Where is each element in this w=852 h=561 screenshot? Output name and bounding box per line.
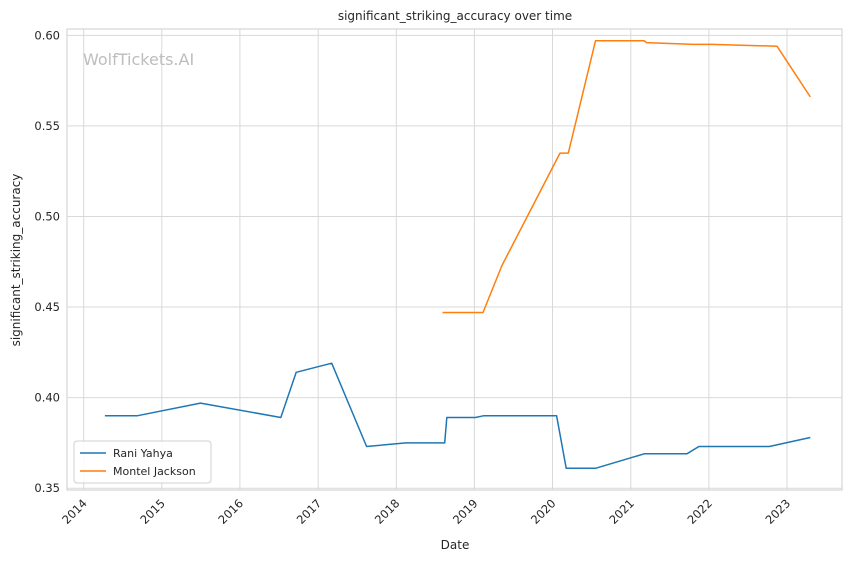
watermark: WolfTickets.AI <box>83 50 194 69</box>
grid-lines <box>67 29 842 490</box>
chart-title: significant_striking_accuracy over time <box>338 9 572 23</box>
legend: Rani Yahya Montel Jackson <box>73 440 212 484</box>
series-layer <box>104 40 811 470</box>
plot-area <box>66 28 843 491</box>
y-tick-label: 0.35 <box>34 481 60 495</box>
legend-label-montel-jackson: Montel Jackson <box>113 465 196 478</box>
x-tick-label: 2022 <box>684 496 715 527</box>
y-tick-label: 0.40 <box>34 391 60 405</box>
x-tick-label: 2016 <box>215 496 246 527</box>
y-tick-label: 0.50 <box>34 209 60 223</box>
x-tick-label: 2017 <box>294 496 325 527</box>
y-axis-ticks: 0.35 0.40 0.45 0.50 0.55 0.60 <box>34 28 60 495</box>
x-tick-label: 2023 <box>763 496 794 527</box>
legend-label-rani-yahya: Rani Yahya <box>113 447 173 460</box>
x-axis-title: Date <box>441 538 470 552</box>
series-line-rani-yahya <box>104 362 811 470</box>
legend-box <box>73 440 212 484</box>
y-tick-label: 0.60 <box>34 28 60 42</box>
y-tick-label: 0.45 <box>34 300 60 314</box>
y-tick-label: 0.55 <box>34 119 60 133</box>
x-tick-label: 2014 <box>59 496 90 527</box>
x-tick-label: 2021 <box>606 496 637 527</box>
x-tick-label: 2020 <box>528 496 559 527</box>
x-tick-label: 2015 <box>137 496 168 527</box>
x-tick-label: 2018 <box>372 496 403 527</box>
x-axis-ticks: 2014 2015 2016 2017 2018 2019 2020 2021 2022 2023 <box>59 496 793 527</box>
y-axis-title: significant_striking_accuracy <box>9 174 23 347</box>
x-tick-label: 2019 <box>450 496 481 527</box>
series-line-montel-jackson <box>442 40 811 314</box>
